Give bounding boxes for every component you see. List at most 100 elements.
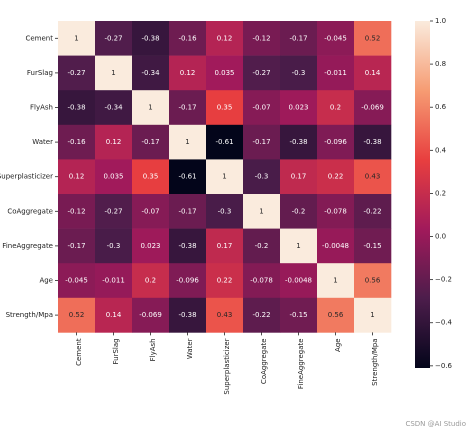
cell-value-label: 0.56 [365,277,381,285]
heatmap-cell [317,194,355,229]
cell-value-label: -0.38 [178,311,196,319]
cell-value-label: -0.2 [255,242,269,250]
cell-value-label: 1 [296,242,300,250]
cell-value-label: 0.023 [288,104,308,112]
heatmap-cell [132,124,170,160]
cell-value-label: -0.61 [215,138,233,146]
heatmap-cell [132,159,170,195]
heatmap-cell [280,228,318,264]
cell-value-label: 0.35 [143,173,159,181]
cell-value-label: 0.023 [140,242,160,250]
cell-value-label: -0.0048 [322,242,349,250]
cell-value-label: -0.3 [107,242,121,250]
watermark: CSDN @AI Studio [405,420,466,428]
heatmap-cell [58,159,96,195]
heatmap-cell [354,159,392,195]
cell-value-label: 0.17 [217,242,233,250]
colorbar-tick-label: −0.6 [435,362,453,370]
heatmap-cells [58,21,392,333]
heatmap-cell [280,194,318,229]
cell-value-label: -0.27 [104,207,122,215]
colorbar-tick-label: 0.0 [435,233,446,241]
heatmap-cell [58,90,96,126]
cell-value-label: 1 [222,173,226,181]
cell-value-label: -0.34 [141,69,160,77]
cell-value-label: -0.27 [104,34,122,42]
heatmap-cell [169,90,207,126]
row-label: Water [32,138,53,146]
cell-value-label: -0.17 [67,242,85,250]
cell-value-label: -0.3 [255,173,269,181]
heatmap-cell [95,124,133,160]
heatmap-cell [95,228,133,264]
cell-value-label: -0.38 [289,138,307,146]
cell-value-label: -0.38 [178,242,196,250]
heatmap-cell [243,21,281,56]
heatmap-cell [354,297,392,333]
cell-value-label: 0.56 [328,311,344,319]
cell-value-label: -0.3 [218,207,232,215]
heatmap-cell [243,194,281,229]
colorbar-tick-label: 0.8 [435,60,446,68]
row-label: FineAggregate [2,242,53,250]
colorbar-tick-label: 0.4 [435,146,447,154]
cell-value-label: -0.34 [104,104,123,112]
heatmap-cell [206,263,244,299]
cell-value-label: -0.17 [289,34,307,42]
cell-value-label: -0.07 [141,207,159,215]
cell-value-label: -0.011 [102,277,125,285]
column-label: Water [186,338,194,359]
cell-value-label: -0.078 [324,207,347,215]
column-label: Age [334,338,342,352]
cell-value-label: 0.035 [103,173,123,181]
heatmap-cell [206,55,244,91]
row-label: Strength/Mpa [6,311,53,319]
cell-value-label: -0.17 [252,138,270,146]
heatmap-cell [95,90,133,126]
heatmap-cell [58,194,96,229]
heatmap-cell [95,263,133,299]
cell-value-label: -0.17 [178,207,196,215]
row-label: Superplasticizer [0,173,53,181]
cell-value-label: 0.12 [217,34,233,42]
heatmap-cell [243,297,281,333]
cell-value-label: -0.16 [178,34,197,42]
cell-value-label: 1 [74,34,78,42]
cell-value-label: -0.12 [67,207,85,215]
heatmap-cell [243,263,281,299]
colorbar-tick-label: 1.0 [435,17,446,25]
cell-value-label: 0.52 [69,311,85,319]
cell-value-label: 1 [370,311,374,319]
colorbar-tick-label: 0.6 [435,103,447,111]
heatmap-cell [317,90,355,126]
heatmap-cell [58,228,96,264]
heatmap-cell [169,228,207,264]
cell-value-label: -0.12 [252,34,270,42]
heatmap-cell [280,159,318,195]
heatmap-cell [280,124,318,160]
heatmap-cell [280,21,318,56]
heatmap-cell [169,194,207,229]
heatmap-cell [132,297,170,333]
heatmap-cell [132,263,170,299]
heatmap-cell [206,159,244,195]
row-label: CoAggregate [7,207,53,215]
heatmap-cell [206,194,244,229]
heatmap-cell [95,55,133,91]
heatmap-cell [95,159,133,195]
heatmap-cell [243,55,281,91]
heatmap-cell [206,90,244,126]
heatmap-cell [206,21,244,56]
colorbar-tick-label: −0.2 [435,276,452,284]
heatmap-cell [317,21,355,56]
heatmap-cell [354,90,392,126]
colorbar-tick-label: 0.2 [435,189,446,197]
column-label: CoAggregate [260,338,268,384]
heatmap-cell [58,55,96,91]
cell-value-label: -0.096 [176,277,199,285]
cell-value-label: -0.15 [363,242,381,250]
row-label: Age [39,277,53,285]
cell-value-label: -0.0048 [285,277,312,285]
heatmap-cell [132,21,170,56]
